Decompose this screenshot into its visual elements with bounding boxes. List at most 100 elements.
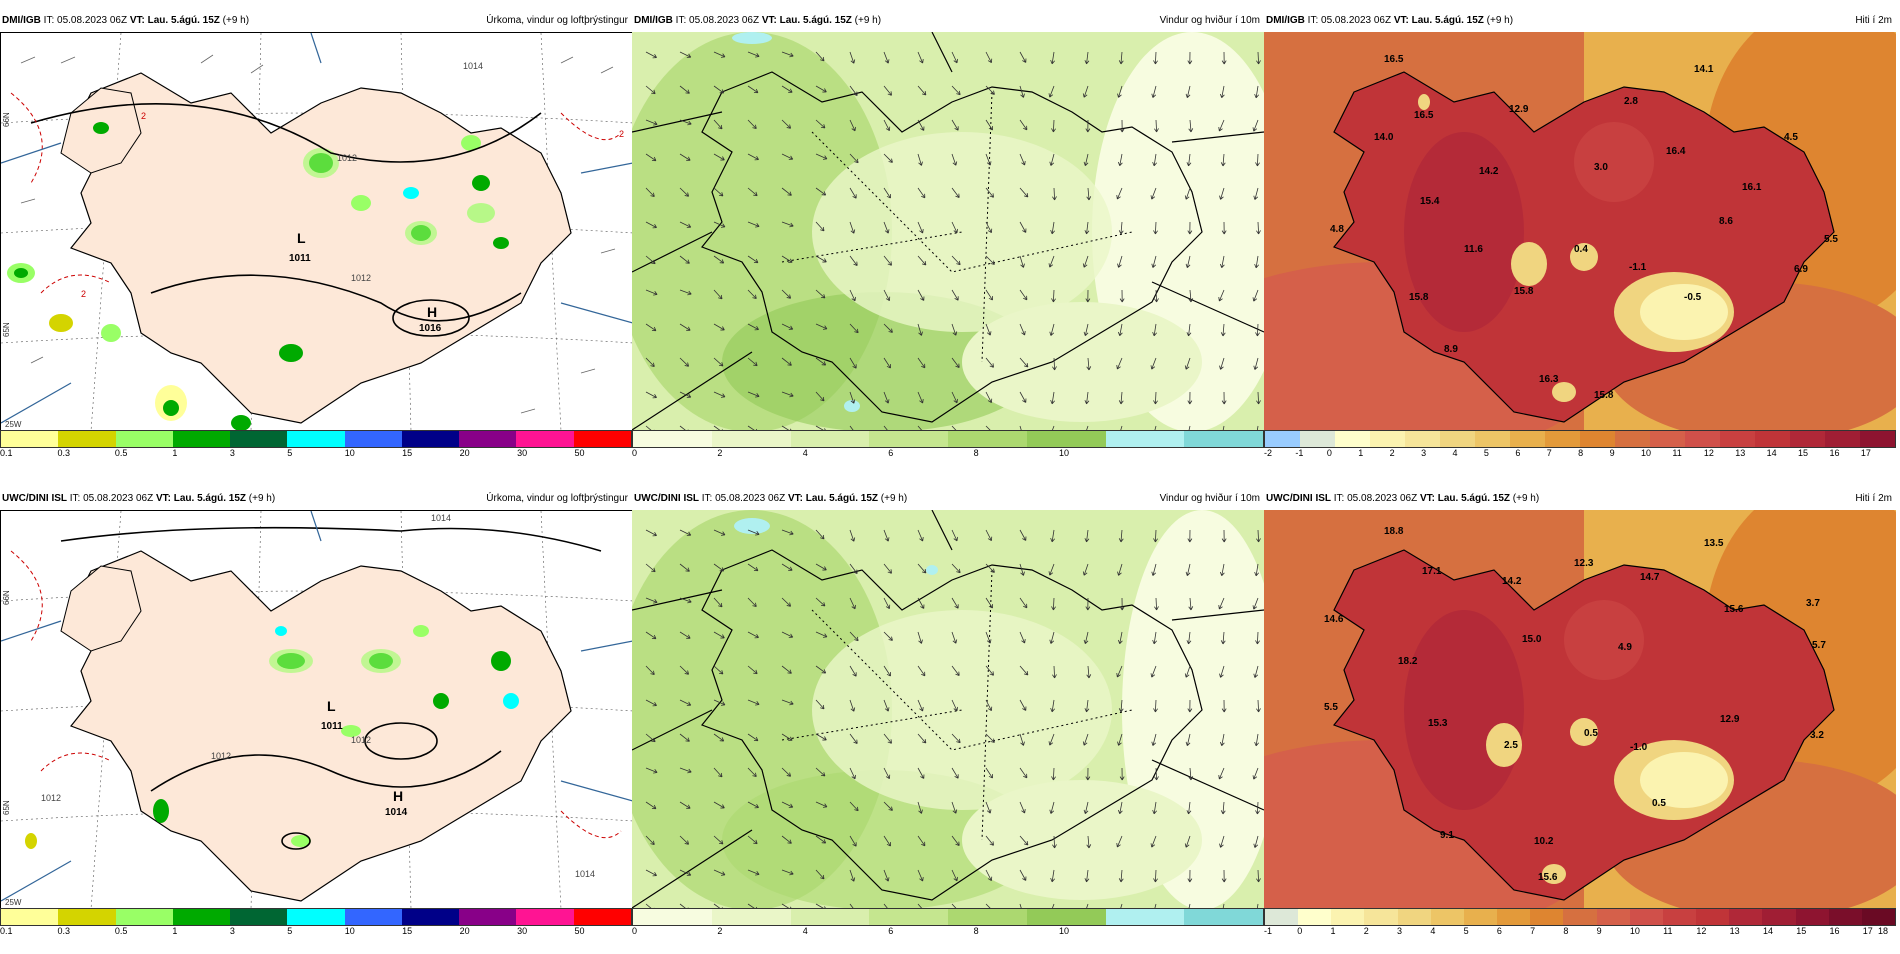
wind-arrow: [1019, 187, 1029, 198]
wind-arrow: [883, 119, 891, 132]
wind-arrow: [1019, 869, 1027, 881]
colorbar-segment: [1530, 909, 1564, 925]
wind-map[interactable]: [632, 510, 1264, 908]
wind-arrow: [679, 869, 692, 877]
wind-arrow: [849, 85, 858, 96]
colorbar-tick-label: 17: [1860, 448, 1871, 458]
precip-map[interactable]: L 1011 H 1016 1014 1012 1012 2 2 2 66N 6…: [0, 32, 634, 432]
wind-arrow: [713, 51, 726, 58]
wind-arrow: [1187, 221, 1193, 235]
colorbar-tick-label: 3: [229, 926, 235, 936]
colorbar-tick-label: 0.5: [114, 448, 128, 458]
vt-label: VT:: [761, 15, 777, 26]
wind-arrow: [1219, 357, 1225, 370]
colorbar-segment: [790, 909, 870, 925]
wind-arrow: [1188, 119, 1194, 133]
wind-arrow: [951, 51, 958, 64]
temperature-label: 2.5: [1504, 740, 1518, 751]
vt-label: VT:: [129, 15, 145, 26]
wind-arrow: [985, 357, 994, 368]
wind-arrow: [849, 119, 856, 132]
wind-arrow: [815, 835, 827, 844]
wind-arrow: [781, 323, 794, 331]
wind-arrow: [713, 665, 724, 675]
wind-arrow: [815, 289, 826, 299]
wind-arrow: [1117, 631, 1123, 645]
wind-map[interactable]: [632, 32, 1264, 430]
colorbar-tick-label: 2: [1389, 448, 1395, 458]
low-value: 1011: [289, 253, 311, 264]
colorbar-tick-label: 2: [717, 926, 723, 936]
wind-arrow: [1051, 767, 1056, 781]
colorbar-segment: [1629, 909, 1663, 925]
wind-arrow: [1048, 733, 1055, 746]
temperature-label: 15.0: [1522, 634, 1542, 645]
colorbar-segment: [1580, 431, 1615, 447]
wind-arrow: [985, 665, 994, 676]
vt-value: Lau. 5.ágú. 15Z: [147, 15, 220, 26]
wind-arrow: [645, 733, 656, 743]
wind-arrow: [985, 323, 992, 336]
wind-arrow: [1219, 85, 1225, 99]
colorbar-ticks: -2 -1 0 1 2 3 4 5 6 7 8 9 10 11 12 13 14 15 16 17: [1264, 448, 1896, 460]
wind-arrow: [1118, 869, 1124, 883]
temperature-label: 10.2: [1534, 836, 1554, 847]
wind-arrow: [1086, 903, 1089, 908]
temperature-map[interactable]: 16.5 14.1 12.9 2.8 16.5 14.0 4.5 16.4 3.0 14.2 16.…: [1264, 32, 1896, 430]
wind-arrow: [917, 767, 925, 779]
wind-arrow: [1218, 289, 1225, 302]
wind-arrow: [1220, 631, 1226, 645]
wind-arrow: [713, 563, 725, 572]
wind-arrow: [679, 733, 690, 742]
colorbar-ticks: 0 2 4 6 8 10: [632, 448, 1264, 460]
temperature-label: 8.6: [1719, 216, 1733, 227]
temperature-label: 12.3: [1574, 558, 1594, 569]
wind-arrow: [645, 187, 655, 198]
precip-map[interactable]: L 1011 H 1014 1014 1012 1012 1012 1014 6…: [0, 510, 634, 910]
wind-arrow: [985, 529, 993, 542]
wind-arrow: [679, 563, 690, 572]
vt-value: Lau. 5.ágú. 15Z: [1411, 15, 1484, 26]
it-label: IT:: [675, 15, 687, 26]
isobar-label: 1012: [351, 735, 371, 745]
wind-arrow: [883, 323, 893, 333]
wind-arrow: [645, 357, 655, 368]
wind-arrow: [849, 255, 858, 266]
wind-arrow: [883, 255, 892, 266]
temperature-label: 15.4: [1420, 196, 1440, 207]
wind-arrow: [1256, 391, 1261, 405]
wind-arrow: [1019, 51, 1027, 63]
wind-arrow: [781, 119, 792, 129]
wind-arrow: [985, 835, 994, 846]
wind-arrow: [1019, 323, 1026, 336]
wind-arrow: [1221, 391, 1227, 405]
wind-arrow: [1186, 801, 1192, 815]
wind-arrow: [1082, 85, 1089, 98]
wind-arrow: [781, 289, 792, 299]
wind-arrow: [849, 631, 859, 642]
wind-arrow: [1051, 597, 1056, 611]
colorbar-segment: [1497, 909, 1531, 925]
wind-arrow: [781, 255, 793, 263]
wind-arrow: [781, 801, 794, 809]
wind-arrow: [1184, 665, 1191, 678]
wind-arrow: [815, 119, 826, 129]
wind-arrow: [1185, 85, 1191, 98]
temperature-map[interactable]: 18.8 13.5 17.1 12.3 14.2 14.7 14.6 15.6 3.7 15.0 4…: [1264, 510, 1896, 908]
wind-arrow: [815, 187, 827, 196]
colorbar-segment: [1662, 909, 1697, 925]
wind-arrow: [849, 801, 859, 812]
model-label: UWC/DINI ISL: [2, 493, 67, 504]
wind-arrow: [849, 425, 854, 430]
wind-arrow: [1150, 187, 1157, 200]
colorbar-tick-label: 6: [888, 926, 894, 936]
wind-arrow: [1117, 801, 1123, 815]
wind-arrow: [679, 597, 692, 604]
isobar-label: 2: [141, 111, 146, 121]
wind-arrow: [1019, 903, 1022, 908]
wind-arrow: [883, 221, 890, 234]
panel-title: Hiti í 2m: [1855, 493, 1892, 504]
wind-arrow: [985, 255, 995, 265]
temperature-label: 3.7: [1806, 598, 1820, 609]
wind-arrow: [1083, 801, 1089, 814]
